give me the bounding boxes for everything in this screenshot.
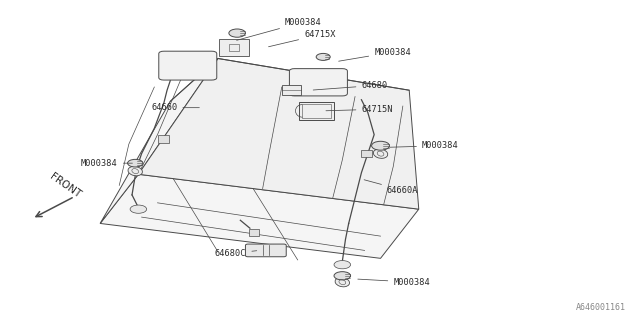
Bar xyxy=(157,135,169,142)
Ellipse shape xyxy=(128,166,143,176)
Polygon shape xyxy=(100,59,218,223)
Text: 64715N: 64715N xyxy=(326,105,393,114)
Circle shape xyxy=(334,272,351,280)
FancyBboxPatch shape xyxy=(289,69,348,96)
Text: M000384: M000384 xyxy=(237,18,322,40)
Bar xyxy=(248,229,259,236)
Bar xyxy=(300,102,334,120)
Text: 64680: 64680 xyxy=(313,81,388,90)
Text: 64680C: 64680C xyxy=(215,249,257,258)
Polygon shape xyxy=(138,59,419,209)
Circle shape xyxy=(334,260,351,269)
Circle shape xyxy=(127,159,143,167)
Circle shape xyxy=(229,29,246,37)
Bar xyxy=(229,44,239,51)
Text: 64660: 64660 xyxy=(151,103,199,112)
FancyBboxPatch shape xyxy=(159,51,217,80)
Ellipse shape xyxy=(335,277,349,287)
Text: FRONT: FRONT xyxy=(48,171,83,200)
Circle shape xyxy=(372,141,390,150)
Bar xyxy=(362,150,372,157)
Text: A646001161: A646001161 xyxy=(576,303,626,312)
Text: M000384: M000384 xyxy=(390,141,459,150)
Text: M000384: M000384 xyxy=(81,159,132,168)
FancyBboxPatch shape xyxy=(219,39,249,56)
Ellipse shape xyxy=(373,149,388,158)
Bar xyxy=(282,85,301,95)
Polygon shape xyxy=(100,174,419,258)
Bar xyxy=(303,104,331,118)
Text: 64660A: 64660A xyxy=(364,180,419,195)
Text: M000384: M000384 xyxy=(358,278,430,287)
FancyBboxPatch shape xyxy=(246,244,286,257)
Circle shape xyxy=(130,205,147,213)
Text: 64715X: 64715X xyxy=(269,30,335,47)
Circle shape xyxy=(316,53,330,60)
Text: M000384: M000384 xyxy=(339,48,411,61)
